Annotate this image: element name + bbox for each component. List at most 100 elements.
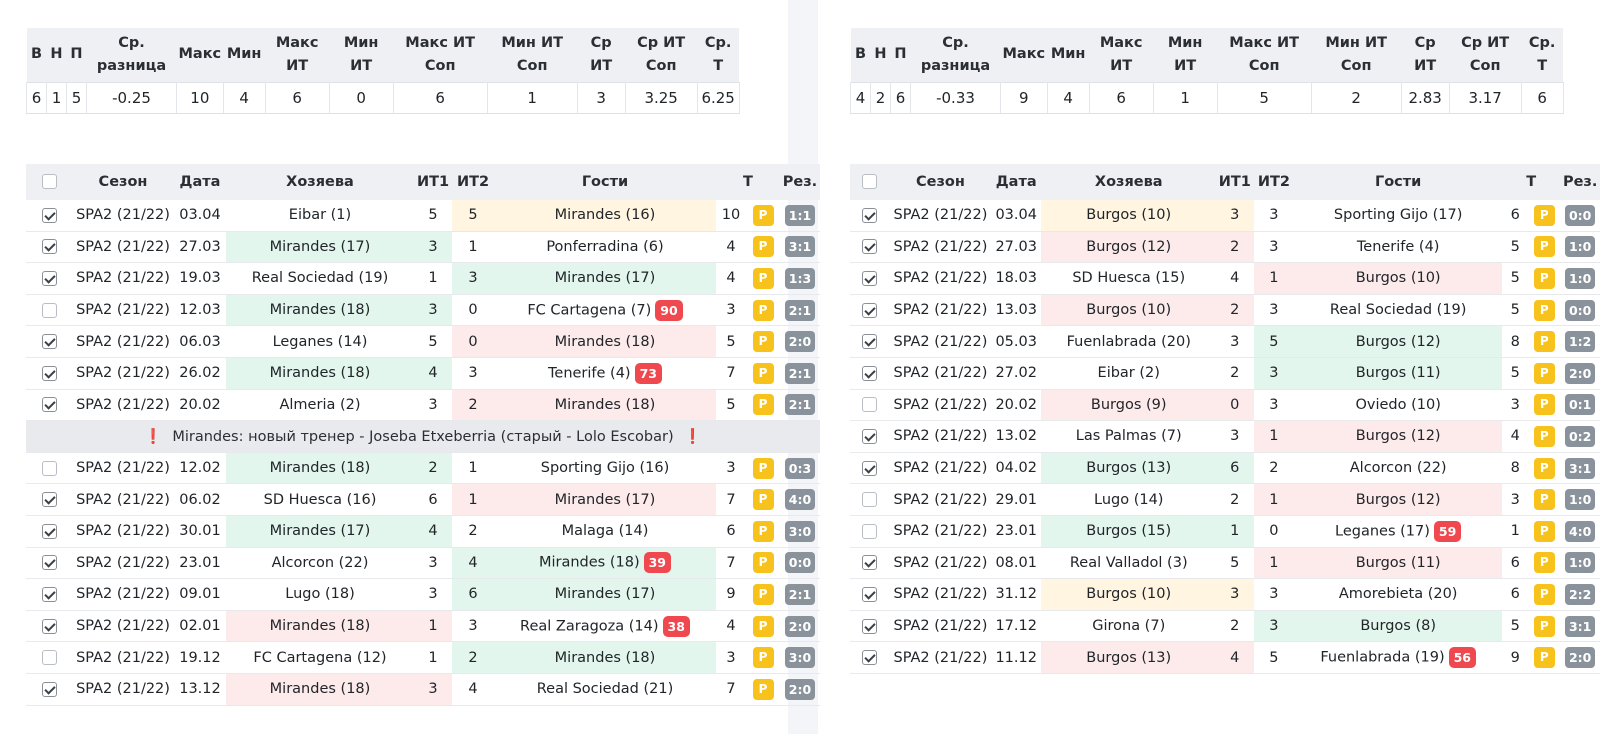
row-checkbox[interactable]	[41, 586, 57, 602]
away-team-name: Mirandes (18)	[538, 554, 640, 571]
row-checkbox[interactable]	[41, 523, 57, 539]
row-checkbox[interactable]	[41, 207, 57, 223]
row-select-cell	[850, 357, 890, 390]
row-checkbox[interactable]	[862, 492, 878, 508]
p-badge[interactable]: P	[1533, 489, 1555, 511]
home-goals-cell: 2	[1215, 357, 1254, 390]
row-checkbox[interactable]	[41, 555, 57, 571]
games-header-cell: Рез.	[780, 163, 820, 200]
row-checkbox[interactable]	[862, 460, 878, 476]
row-select-cell	[850, 420, 890, 453]
p-badge[interactable]: P	[1533, 267, 1555, 289]
row-checkbox[interactable]	[862, 397, 878, 413]
date-cell: 05.03	[990, 325, 1042, 358]
p-badge[interactable]: P	[752, 204, 774, 226]
p-badge[interactable]: P	[752, 394, 774, 416]
row-checkbox[interactable]	[41, 397, 57, 413]
row-checkbox[interactable]	[862, 239, 878, 255]
date-cell: 06.03	[174, 325, 226, 358]
p-badge[interactable]: P	[1533, 425, 1555, 447]
home-goals-cell: 6	[1215, 452, 1254, 485]
row-checkbox[interactable]	[41, 460, 57, 476]
summary-header-cell: Макс ИТ	[265, 28, 330, 82]
date-cell: 30.01	[174, 515, 226, 548]
result-badge: 2:0	[784, 331, 816, 353]
row-checkbox[interactable]	[862, 302, 878, 318]
row-select-cell	[850, 515, 890, 548]
date-cell: 20.02	[990, 389, 1042, 422]
result-badge: 3:0	[784, 520, 816, 542]
home-goals-cell: 0	[1215, 389, 1254, 422]
row-checkbox[interactable]	[41, 334, 57, 350]
row-checkbox[interactable]	[862, 428, 878, 444]
row-checkbox[interactable]	[41, 650, 57, 666]
p-badge[interactable]: P	[752, 678, 774, 700]
row-checkbox[interactable]	[862, 618, 878, 634]
select-all-checkbox[interactable]	[862, 174, 878, 189]
p-badge[interactable]: P	[1533, 204, 1555, 226]
season-cell: SPA2 (21/22)	[889, 389, 991, 422]
p-badge[interactable]: P	[752, 457, 774, 479]
p-badge[interactable]: P	[1533, 583, 1555, 605]
p-badge[interactable]: P	[1533, 299, 1555, 321]
row-checkbox[interactable]	[41, 270, 57, 286]
p-badge[interactable]: P	[1533, 552, 1555, 574]
p-badge[interactable]: P	[1533, 394, 1555, 416]
p-badge[interactable]: P	[752, 236, 774, 258]
row-checkbox[interactable]	[41, 618, 57, 634]
p-badge[interactable]: P	[752, 520, 774, 542]
summary-header-cell: Мин	[223, 28, 266, 82]
summary-value-cell: 6	[265, 81, 330, 114]
coach-change-note-row: ❗ Mirandes: новый тренер - Joseba Etxeber…	[26, 420, 820, 453]
p-badge[interactable]: P	[1533, 331, 1555, 353]
p-badge[interactable]: P	[752, 362, 774, 384]
row-checkbox[interactable]	[862, 365, 878, 381]
total-goals-cell: 5	[716, 389, 746, 422]
p-badge[interactable]: P	[752, 299, 774, 321]
p-badge[interactable]: P	[752, 615, 774, 637]
row-checkbox[interactable]	[862, 586, 878, 602]
row-checkbox[interactable]	[41, 681, 57, 697]
row-select-cell	[850, 547, 890, 580]
total-goals-cell: 6	[1502, 547, 1529, 580]
p-badge[interactable]: P	[752, 331, 774, 353]
p-badge[interactable]: P	[1533, 362, 1555, 384]
result-badge: 2:0	[1564, 362, 1596, 384]
total-goals-cell: 5	[716, 325, 746, 358]
date-cell: 29.01	[990, 483, 1042, 516]
row-checkbox[interactable]	[862, 523, 878, 539]
home-goals-cell: 3	[414, 294, 452, 327]
summary-header-cell: П	[890, 28, 911, 82]
row-checkbox[interactable]	[41, 302, 57, 318]
row-checkbox[interactable]	[862, 207, 878, 223]
row-checkbox[interactable]	[862, 334, 878, 350]
summary-value-cell: 6	[26, 81, 47, 114]
row-checkbox[interactable]	[41, 365, 57, 381]
summary-header-cell: Ср ИТ	[1401, 28, 1450, 82]
summary-header-cell: Ср ИТ Соп	[625, 28, 698, 82]
p-badge[interactable]: P	[752, 583, 774, 605]
season-cell: SPA2 (21/22)	[889, 641, 991, 674]
p-badge[interactable]: P	[1533, 647, 1555, 669]
away-team-name: Burgos (10)	[1355, 270, 1441, 287]
result-cell: 2:2	[1560, 578, 1600, 611]
row-checkbox[interactable]	[41, 239, 57, 255]
p-badge[interactable]: P	[1533, 457, 1555, 479]
p-badge[interactable]: P	[752, 552, 774, 574]
games-header-cell: Хозяева	[1041, 163, 1216, 200]
p-badge[interactable]: P	[1533, 236, 1555, 258]
row-checkbox[interactable]	[862, 650, 878, 666]
p-badge[interactable]: P	[752, 267, 774, 289]
row-checkbox[interactable]	[41, 492, 57, 508]
away-team-name: Mirandes (18)	[554, 396, 656, 413]
row-checkbox[interactable]	[862, 555, 878, 571]
p-badge[interactable]: P	[1533, 615, 1555, 637]
total-goals-cell: 5	[1502, 357, 1529, 390]
row-checkbox[interactable]	[862, 270, 878, 286]
p-badge[interactable]: P	[1533, 520, 1555, 542]
select-all-checkbox[interactable]	[41, 174, 57, 189]
summary-header-cell: В	[850, 28, 871, 82]
rank-badge: 38	[662, 615, 690, 637]
p-badge[interactable]: P	[752, 647, 774, 669]
p-badge[interactable]: P	[752, 489, 774, 511]
